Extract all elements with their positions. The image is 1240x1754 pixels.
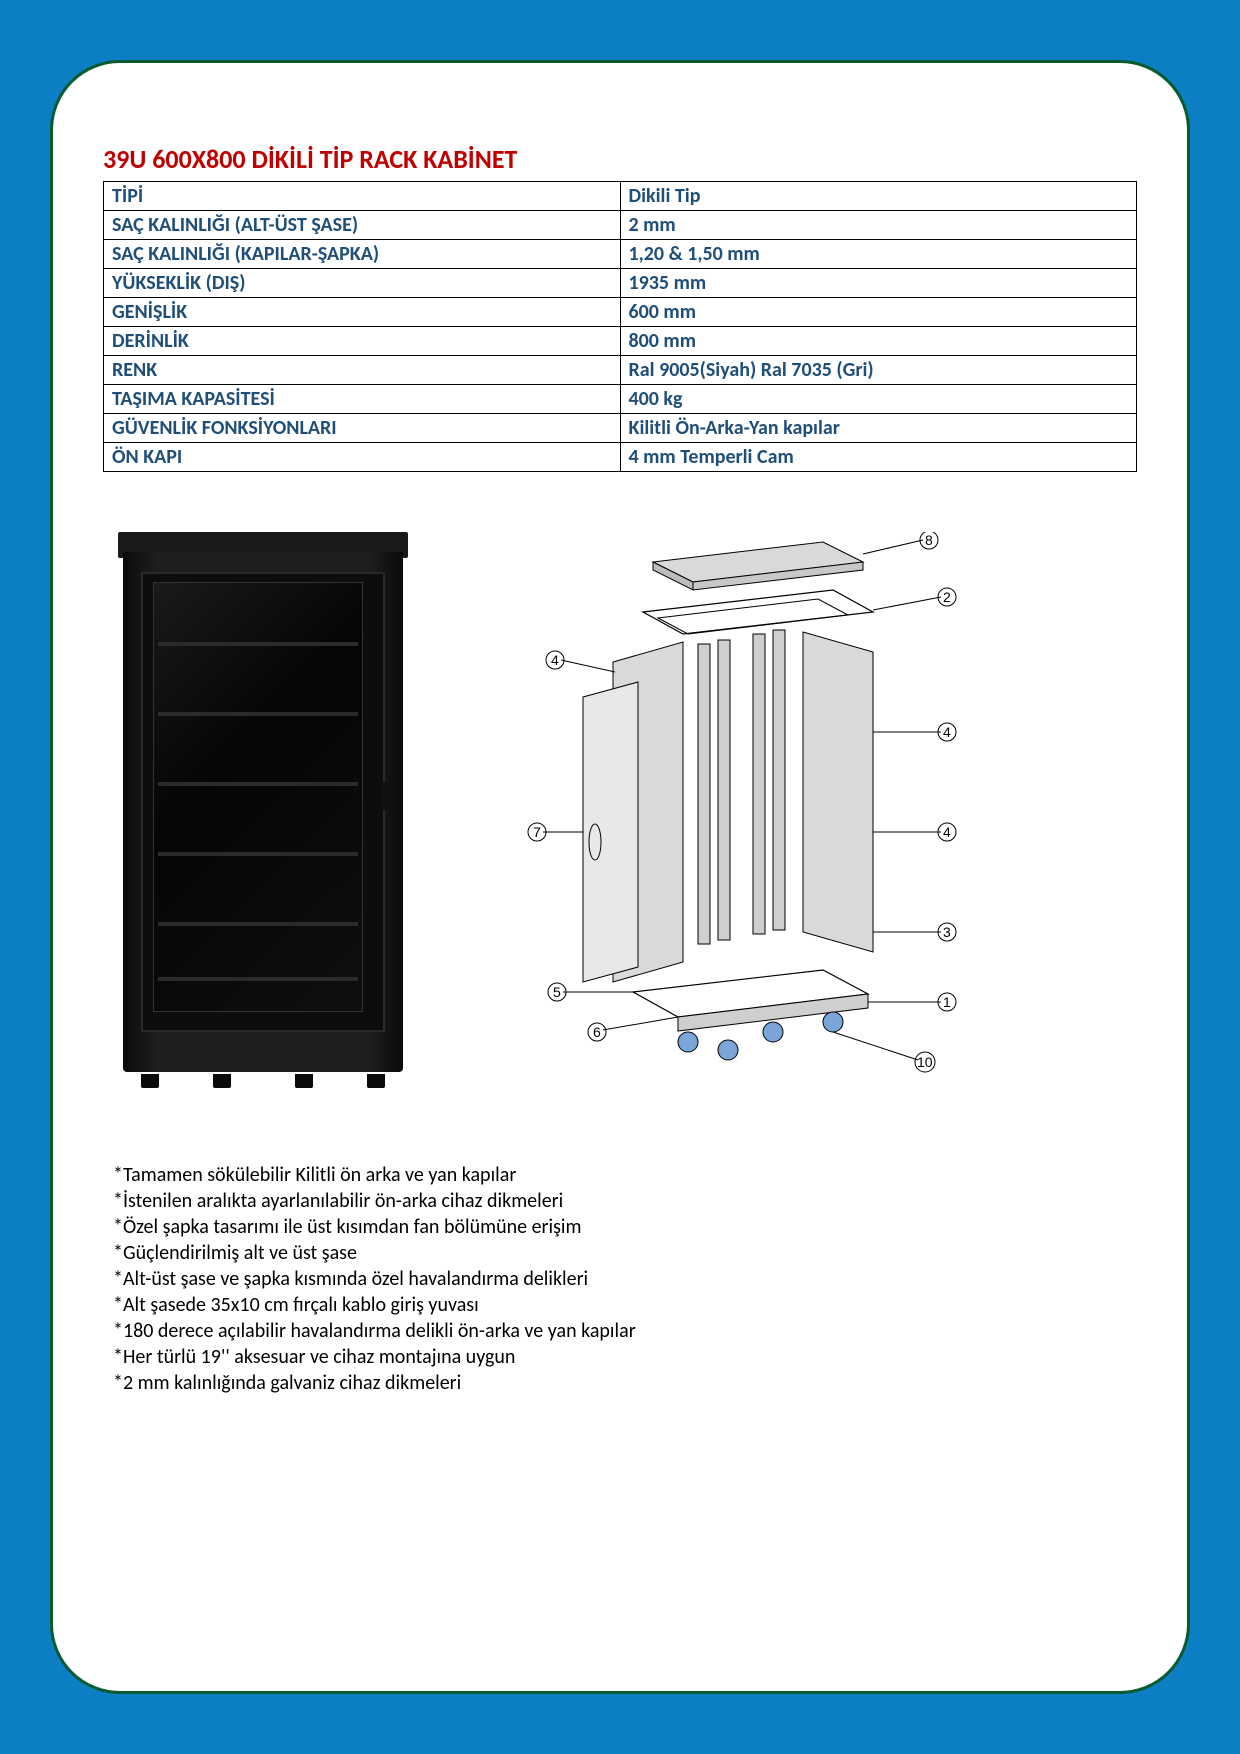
svg-text:2: 2: [943, 589, 951, 605]
spec-label: RENK: [104, 356, 621, 385]
image-row: 8 2 4 4 7 4 3 5 6 1 10: [103, 532, 1137, 1092]
table-row: RENKRal 9005(Siyah) Ral 7035 (Gri): [104, 356, 1137, 385]
svg-text:6: 6: [593, 1024, 601, 1040]
svg-text:1: 1: [943, 994, 951, 1010]
spec-label: TAŞIMA KAPASİTESİ: [104, 385, 621, 414]
table-row: GENİŞLİK600 mm: [104, 298, 1137, 327]
spec-value: 600 mm: [620, 298, 1137, 327]
spec-value: 1935 mm: [620, 269, 1137, 298]
cabinet-shelf: [158, 642, 358, 646]
spec-value: Kilitli Ön-Arka-Yan kapılar: [620, 414, 1137, 443]
table-row: DERİNLİK800 mm: [104, 327, 1137, 356]
spec-label: SAÇ KALINLIĞI (ALT-ÜST ŞASE): [104, 211, 621, 240]
table-row: SAÇ KALINLIĞI (KAPILAR-ŞAPKA)1,20 & 1,50…: [104, 240, 1137, 269]
svg-text:3: 3: [943, 924, 951, 940]
spec-value: 400 kg: [620, 385, 1137, 414]
spec-label: TİPİ: [104, 182, 621, 211]
spec-label: YÜKSEKLİK (DIŞ): [104, 269, 621, 298]
spec-label: ÖN KAPI: [104, 443, 621, 472]
cabinet-shelf: [158, 922, 358, 926]
spec-table: TİPİDikili TipSAÇ KALINLIĞI (ALT-ÜST ŞAS…: [103, 181, 1137, 472]
table-row: SAÇ KALINLIĞI (ALT-ÜST ŞASE)2 mm: [104, 211, 1137, 240]
cabinet-shelf: [158, 977, 358, 981]
product-title: 39U 600X800 DİKİLİ TİP RACK KABİNET: [103, 143, 1137, 175]
svg-text:4: 4: [551, 652, 559, 668]
cabinet-shelf: [158, 852, 358, 856]
feature-line: *180 derece açılabilir havalandırma deli…: [113, 1318, 1137, 1344]
features-list: *Tamamen sökülebilir Kilitli ön arka ve …: [103, 1162, 1137, 1396]
cabinet-handle: [381, 782, 391, 810]
feature-line: *Alt şasede 35x10 cm fırçalı kablo giriş…: [113, 1292, 1137, 1318]
spec-value: 1,20 & 1,50 mm: [620, 240, 1137, 269]
spec-label: GÜVENLİK FONKSİYONLARI: [104, 414, 621, 443]
cabinet-shelf: [158, 782, 358, 786]
feature-line: *İstenilen aralıkta ayarlanılabilir ön-a…: [113, 1188, 1137, 1214]
feature-line: *Güçlendirilmiş alt ve üst şase: [113, 1240, 1137, 1266]
svg-text:4: 4: [943, 724, 951, 740]
spec-value: Dikili Tip: [620, 182, 1137, 211]
spec-value: 2 mm: [620, 211, 1137, 240]
spec-value: Ral 9005(Siyah) Ral 7035 (Gri): [620, 356, 1137, 385]
svg-text:4: 4: [943, 824, 951, 840]
spec-value: 4 mm Temperli Cam: [620, 443, 1137, 472]
feature-line: *2 mm kalınlığında galvaniz cihaz dikmel…: [113, 1370, 1137, 1396]
feature-line: *Tamamen sökülebilir Kilitli ön arka ve …: [113, 1162, 1137, 1188]
svg-text:10: 10: [917, 1054, 933, 1070]
feature-line: *Her türlü 19'' aksesuar ve cihaz montaj…: [113, 1344, 1137, 1370]
svg-text:7: 7: [533, 824, 541, 840]
feature-line: *Alt-üst şase ve şapka kısmında özel hav…: [113, 1266, 1137, 1292]
table-row: GÜVENLİK FONKSİYONLARIKilitli Ön-Arka-Ya…: [104, 414, 1137, 443]
table-row: YÜKSEKLİK (DIŞ)1935 mm: [104, 269, 1137, 298]
svg-text:8: 8: [925, 532, 933, 548]
svg-text:5: 5: [553, 984, 561, 1000]
cabinet-shelf: [158, 712, 358, 716]
cabinet-feet: [123, 1074, 403, 1088]
table-row: TAŞIMA KAPASİTESİ400 kg: [104, 385, 1137, 414]
table-row: TİPİDikili Tip: [104, 182, 1137, 211]
spec-label: SAÇ KALINLIĞI (KAPILAR-ŞAPKA): [104, 240, 621, 269]
exploded-diagram: 8 2 4 4 7 4 3 5 6 1 10: [523, 532, 963, 1092]
feature-line: *Özel şapka tasarımı ile üst kısımdan fa…: [113, 1214, 1137, 1240]
cabinet-glass: [153, 582, 363, 1012]
spec-label: GENİŞLİK: [104, 298, 621, 327]
cabinet-photo: [123, 532, 403, 1092]
page-panel: 39U 600X800 DİKİLİ TİP RACK KABİNET TİPİ…: [50, 60, 1190, 1694]
table-row: ÖN KAPI4 mm Temperli Cam: [104, 443, 1137, 472]
spec-label: DERİNLİK: [104, 327, 621, 356]
spec-value: 800 mm: [620, 327, 1137, 356]
